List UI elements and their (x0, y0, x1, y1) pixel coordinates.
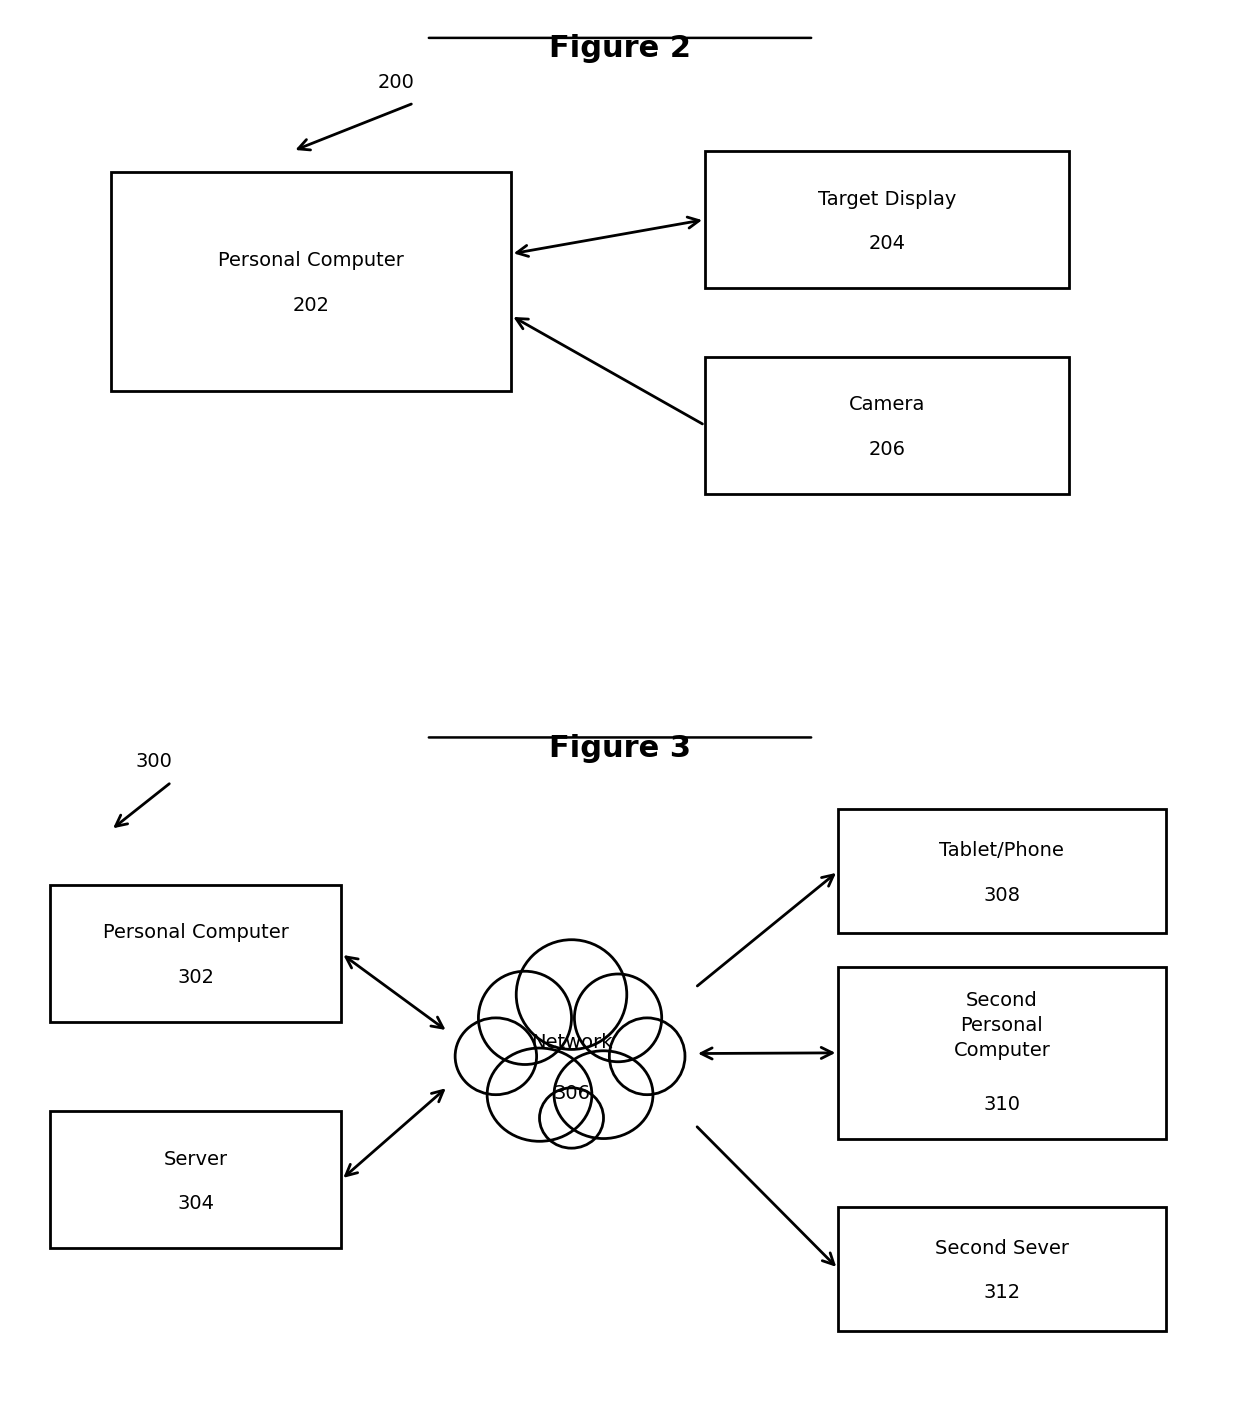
Ellipse shape (554, 1051, 653, 1139)
Text: 300: 300 (135, 752, 172, 771)
FancyBboxPatch shape (51, 1111, 341, 1248)
Text: Personal Computer: Personal Computer (103, 923, 289, 942)
Text: 202: 202 (293, 295, 330, 315)
Ellipse shape (574, 974, 662, 1061)
Text: 308: 308 (983, 886, 1021, 904)
Text: 204: 204 (868, 235, 905, 253)
Text: 200: 200 (377, 73, 414, 92)
Ellipse shape (479, 971, 572, 1064)
Text: Server: Server (164, 1150, 228, 1169)
FancyBboxPatch shape (704, 356, 1069, 495)
Ellipse shape (539, 1088, 604, 1149)
Ellipse shape (516, 940, 626, 1050)
Text: Figure 2: Figure 2 (549, 34, 691, 64)
FancyBboxPatch shape (838, 1207, 1166, 1331)
Text: 206: 206 (868, 439, 905, 459)
FancyBboxPatch shape (704, 151, 1069, 288)
Text: Target Display: Target Display (817, 189, 956, 209)
Text: 304: 304 (177, 1194, 215, 1214)
Text: Second
Personal
Computer: Second Personal Computer (954, 991, 1050, 1060)
Text: 312: 312 (983, 1283, 1021, 1303)
Text: Camera: Camera (848, 396, 925, 414)
FancyBboxPatch shape (838, 966, 1166, 1139)
Ellipse shape (455, 1017, 537, 1095)
FancyBboxPatch shape (51, 885, 341, 1022)
Text: Tablet/Phone: Tablet/Phone (940, 841, 1064, 861)
Text: 306: 306 (553, 1085, 590, 1104)
FancyBboxPatch shape (110, 171, 511, 391)
Ellipse shape (609, 1017, 684, 1095)
Text: 310: 310 (983, 1095, 1021, 1113)
Text: Figure 3: Figure 3 (549, 733, 691, 763)
Text: Second Sever: Second Sever (935, 1239, 1069, 1258)
FancyBboxPatch shape (838, 810, 1166, 933)
Text: Network: Network (531, 1033, 613, 1053)
Text: 302: 302 (177, 968, 215, 986)
Ellipse shape (487, 1048, 591, 1142)
Text: Personal Computer: Personal Computer (218, 252, 404, 270)
